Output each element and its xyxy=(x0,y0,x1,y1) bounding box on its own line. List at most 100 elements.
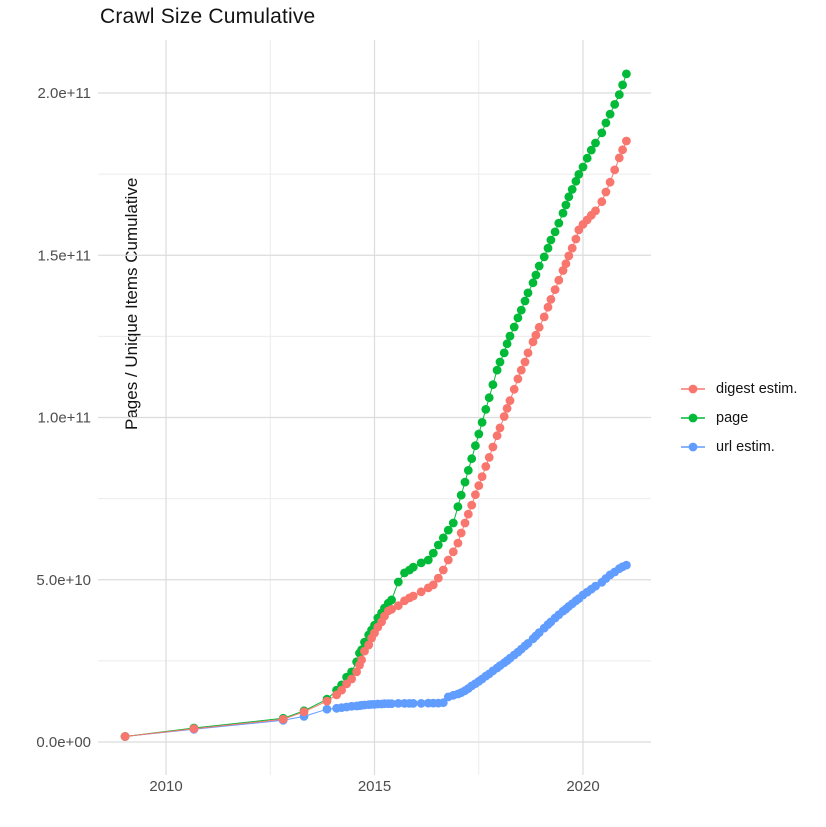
data-point xyxy=(554,218,564,228)
data-point xyxy=(567,243,577,253)
data-point xyxy=(531,270,541,280)
y-tick-label: 5.0e+10 xyxy=(36,572,91,589)
data-point xyxy=(605,109,615,119)
data-point xyxy=(499,412,509,421)
y-tick-label: 1.5e+11 xyxy=(37,247,91,264)
data-point xyxy=(622,560,631,570)
data-point xyxy=(438,533,448,543)
y-tick-label: 1.0e+11 xyxy=(37,410,91,427)
data-point xyxy=(513,374,523,384)
data-point xyxy=(393,577,403,587)
data-point xyxy=(554,275,564,285)
data-point xyxy=(586,145,596,155)
legend-item-page: page xyxy=(680,407,797,429)
data-point xyxy=(423,555,433,565)
data-point xyxy=(357,655,366,665)
data-point xyxy=(564,251,574,261)
data-point xyxy=(614,90,624,99)
data-point xyxy=(618,145,627,155)
data-point xyxy=(505,396,515,405)
data-point xyxy=(492,365,502,375)
data-point xyxy=(605,177,615,187)
data-point xyxy=(561,200,571,210)
data-point xyxy=(448,547,458,557)
data-point xyxy=(528,278,538,288)
data-point xyxy=(299,707,309,717)
y-tick-label: 2.0e+11 xyxy=(37,85,91,102)
chart-title: Crawl Size Cumulative xyxy=(100,5,316,28)
data-point xyxy=(488,442,498,452)
legend-key-icon xyxy=(681,413,705,423)
data-point xyxy=(337,685,346,695)
data-point xyxy=(591,581,600,591)
data-point xyxy=(453,502,463,512)
data-point xyxy=(574,170,584,179)
data-point xyxy=(460,477,470,487)
data-point xyxy=(387,595,396,605)
data-point xyxy=(488,380,498,390)
data-point xyxy=(463,466,473,475)
data-point xyxy=(528,337,538,347)
data-point xyxy=(471,441,480,451)
data-point xyxy=(443,555,453,565)
data-point xyxy=(460,518,470,528)
data-point xyxy=(428,580,438,590)
x-tick-label: 2020 xyxy=(566,778,599,795)
data-point xyxy=(387,604,396,614)
data-point xyxy=(523,348,533,358)
x-tick-label: 2010 xyxy=(149,778,182,795)
data-point xyxy=(408,699,418,708)
data-point xyxy=(416,558,426,568)
data-point xyxy=(471,490,480,500)
data-point xyxy=(387,699,396,709)
data-point xyxy=(516,305,526,315)
legend: digest estim. page url estim. xyxy=(680,378,797,458)
data-point xyxy=(601,118,611,128)
legend-label: page xyxy=(716,410,749,426)
data-point xyxy=(408,562,418,572)
data-point xyxy=(597,197,607,207)
data-point xyxy=(539,252,549,262)
data-point xyxy=(484,393,494,403)
data-point xyxy=(558,266,568,275)
data-point xyxy=(393,699,403,708)
data-point xyxy=(278,714,288,724)
data-point xyxy=(546,295,556,304)
data-point xyxy=(433,573,443,583)
data-point xyxy=(509,384,519,394)
data-point xyxy=(543,302,553,312)
data-point xyxy=(408,591,418,601)
data-point xyxy=(550,227,560,237)
data-point xyxy=(502,404,512,413)
legend-key-icon xyxy=(681,384,705,394)
data-point xyxy=(433,540,443,550)
data-point xyxy=(571,234,581,244)
legend-label: digest estim. xyxy=(716,381,798,397)
data-point xyxy=(531,330,541,340)
data-point xyxy=(189,724,199,734)
data-point xyxy=(481,405,491,414)
data-point xyxy=(443,525,453,535)
data-point xyxy=(352,667,361,677)
data-point xyxy=(499,348,509,358)
data-point xyxy=(534,322,544,332)
data-point xyxy=(520,357,530,367)
data-point xyxy=(578,162,588,172)
data-point xyxy=(484,453,494,462)
data-point xyxy=(428,548,438,558)
data-point xyxy=(610,165,620,175)
data-point xyxy=(571,176,581,186)
data-point xyxy=(513,313,523,323)
legend-item-url-estim: url estim. xyxy=(680,436,797,458)
data-point xyxy=(543,243,553,253)
legend-item-digest-estim: digest estim. xyxy=(680,378,797,400)
data-point xyxy=(610,100,620,109)
data-point xyxy=(456,528,466,538)
data-point xyxy=(564,192,574,202)
data-point xyxy=(567,185,577,194)
data-point xyxy=(120,732,130,741)
data-point xyxy=(467,454,477,464)
data-point xyxy=(502,339,512,349)
data-point xyxy=(591,138,600,148)
